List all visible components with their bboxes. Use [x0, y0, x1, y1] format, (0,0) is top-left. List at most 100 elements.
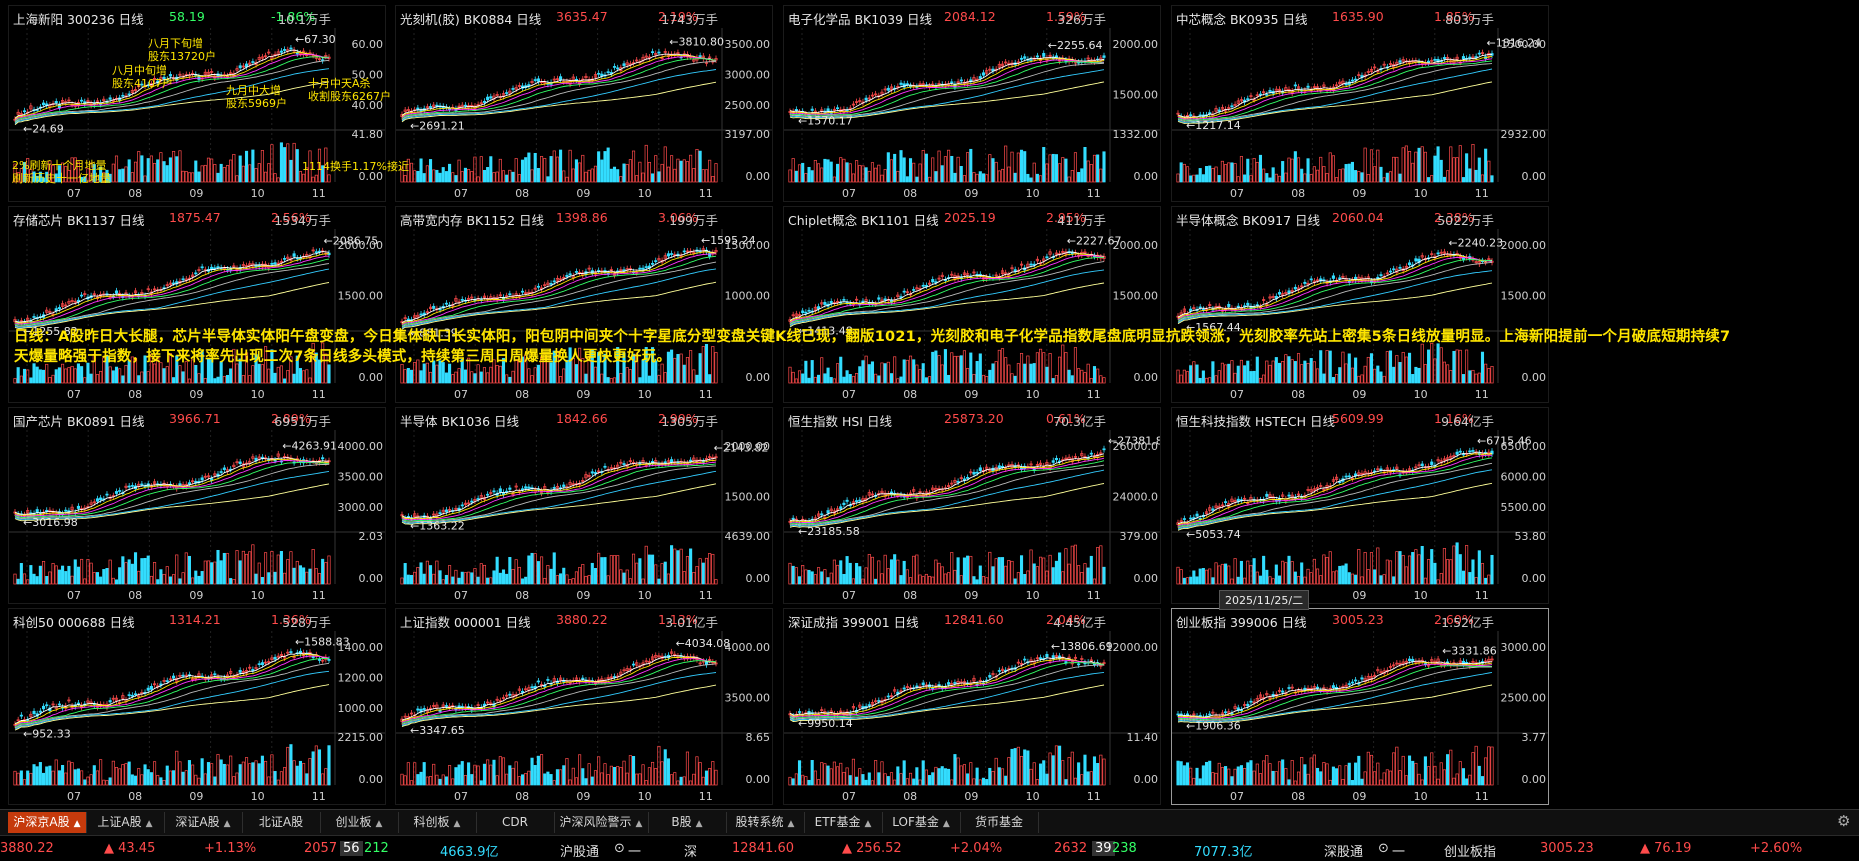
- volume-bar: [1055, 561, 1057, 584]
- volume-bar: [651, 555, 653, 584]
- volume-bar: [118, 769, 120, 785]
- volume-bar: [1039, 764, 1041, 785]
- candle-body: [293, 254, 295, 257]
- volume-bar: [960, 576, 962, 584]
- month-tick-label: 11: [312, 388, 326, 401]
- volume-bar: [696, 149, 698, 182]
- candle-body: [115, 291, 117, 293]
- candle-body: [1304, 282, 1306, 283]
- volume-bar: [14, 771, 16, 785]
- volume-bar: [1234, 164, 1236, 182]
- volume-bar: [1256, 572, 1258, 584]
- volume-bar: [689, 549, 691, 584]
- moving-average-line: [15, 254, 329, 323]
- volume-bar: [957, 758, 959, 785]
- volume-bar: [77, 769, 79, 785]
- volume-bar: [134, 776, 136, 785]
- volume-bar: [118, 568, 120, 584]
- volume-bar: [1183, 164, 1185, 182]
- candle-body: [1399, 267, 1401, 268]
- volume-bar: [1386, 560, 1388, 584]
- volume-bar: [486, 373, 488, 383]
- volume-bar: [204, 165, 206, 182]
- candle-body: [811, 109, 813, 110]
- volume-bar: [1049, 753, 1051, 785]
- volume-bar: [821, 572, 823, 584]
- volume-bar: [144, 765, 146, 785]
- volume-bar: [893, 555, 895, 584]
- volume-bar: [474, 374, 476, 383]
- volume-bar: [578, 755, 580, 785]
- volume-bar: [1326, 557, 1328, 584]
- volume-bar: [328, 365, 330, 383]
- volume-bar: [1402, 148, 1404, 182]
- chart-panel[interactable]: 恒生科技指数 HSTECH 日线5609.991.16%9.64亿手070809…: [1171, 407, 1549, 604]
- month-tick-label: 11: [1087, 388, 1101, 401]
- volume-tick-label: 0.00: [1134, 572, 1159, 585]
- volume-bar: [442, 580, 444, 584]
- volume-bar: [1011, 152, 1013, 182]
- candle-body: [1224, 502, 1226, 503]
- volume-bar: [686, 752, 688, 785]
- volume-bar: [951, 780, 953, 785]
- volume-bar: [922, 150, 924, 182]
- volume-bar: [137, 376, 139, 383]
- volume-bar: [512, 768, 514, 785]
- candle-body: [1065, 662, 1067, 663]
- candle-body: [239, 670, 241, 672]
- candle-body: [1212, 509, 1214, 510]
- volume-bar: [493, 760, 495, 785]
- candle-body: [55, 101, 57, 102]
- volume-bar: [626, 570, 628, 584]
- volume-bar: [1090, 164, 1092, 182]
- volume-bar: [125, 563, 127, 584]
- volume-bar: [970, 556, 972, 584]
- volume-bar: [935, 767, 937, 785]
- price-tick-label: 26000.0: [1113, 440, 1159, 453]
- volume-bar: [1205, 378, 1207, 383]
- volume-bar: [855, 161, 857, 182]
- volume-bar: [651, 762, 653, 785]
- volume-bar: [141, 559, 143, 584]
- month-tick-label: 11: [312, 187, 326, 200]
- candle-body: [521, 291, 523, 292]
- volume-bar: [553, 553, 555, 584]
- volume-bar: [833, 762, 835, 785]
- candle-body: [55, 309, 57, 311]
- volume-bar: [1370, 150, 1372, 182]
- candle-body: [483, 101, 485, 102]
- volume-bar: [261, 577, 263, 584]
- candle-body: [521, 691, 523, 692]
- candle-body: [1090, 453, 1092, 454]
- price-tick-label: 3000.00: [338, 501, 384, 514]
- month-tick-label: 10: [251, 589, 265, 602]
- volume-bar: [1262, 169, 1264, 182]
- volume-bar: [610, 169, 612, 182]
- volume-bar: [1294, 572, 1296, 584]
- volume-bar: [1068, 177, 1070, 182]
- moving-average-line: [15, 283, 329, 329]
- volume-bar: [277, 780, 279, 785]
- volume-bar: [1001, 769, 1003, 785]
- volume-bar: [223, 764, 225, 785]
- kline-chart: 0708091011←6715.46←5053.746500.006000.00…: [1172, 408, 1549, 604]
- volume-bar: [46, 576, 48, 584]
- volume-bar: [217, 754, 219, 785]
- volume-bar: [670, 546, 672, 584]
- volume-bar: [1024, 574, 1026, 584]
- volume-bar: [464, 775, 466, 785]
